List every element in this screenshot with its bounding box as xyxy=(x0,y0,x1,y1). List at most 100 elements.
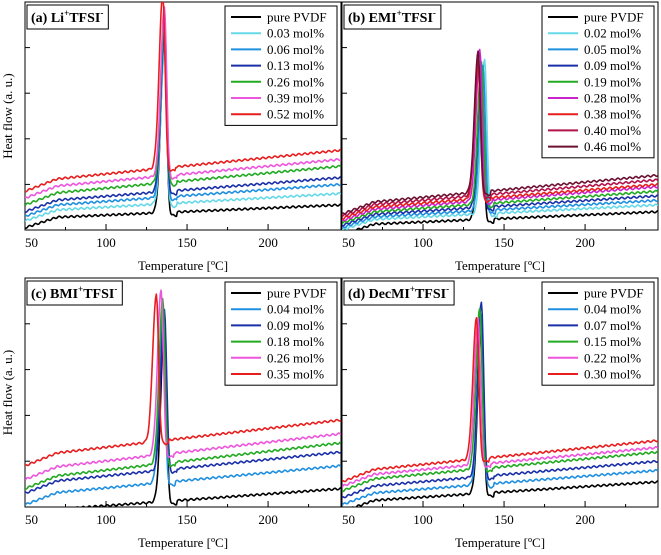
legend-label: 0.07 mol% xyxy=(584,318,641,333)
x-tick-label: 50 xyxy=(342,512,355,527)
series-line-5 xyxy=(25,6,341,199)
legend-label: 0.05 mol% xyxy=(584,42,641,57)
x-axis-label: Temperature [ºC] xyxy=(138,258,228,273)
x-tick-label: 100 xyxy=(413,235,433,250)
legend-label: 0.06 mol% xyxy=(267,42,324,57)
series-group xyxy=(342,301,658,507)
series-group xyxy=(25,2,341,229)
legend-box xyxy=(541,281,655,386)
panel-title-text: (a) Li+TFSI- xyxy=(31,8,103,26)
series-line-1 xyxy=(342,313,658,506)
panel-title: (b) EMI+TFSI- xyxy=(343,4,442,30)
series-line-2 xyxy=(342,301,658,499)
x-tick-label: 50 xyxy=(25,512,38,527)
series-line-4 xyxy=(342,61,658,225)
series-line-1 xyxy=(342,58,658,230)
plot-frame xyxy=(341,1,659,231)
legend-label: 0.13 mol% xyxy=(267,58,324,73)
legend-label: 0.22 mol% xyxy=(584,350,641,365)
panel-title-box xyxy=(26,4,109,30)
x-axis-label: Temperature [ºC] xyxy=(455,258,545,273)
legend-label: pure PVDF xyxy=(267,286,327,301)
panel-0: 50 100 150 200 Temperature [ºC] Heat flow (a.… xyxy=(0,1,342,273)
legend-label: 0.46 mol% xyxy=(584,139,641,154)
legend-box xyxy=(224,281,338,386)
series-line-0 xyxy=(351,328,658,507)
legend-label: 0.04 mol% xyxy=(584,302,641,317)
legend-label: 0.39 mol% xyxy=(267,91,324,106)
series-line-2 xyxy=(342,64,658,229)
x-tick-label: 100 xyxy=(413,512,433,527)
legend-label: 0.19 mol% xyxy=(584,74,641,89)
series-line-4 xyxy=(25,289,341,481)
series-line-6 xyxy=(342,64,658,220)
series-line-0 xyxy=(351,78,658,230)
series-line-1 xyxy=(25,51,341,223)
legend-label: 0.52 mol% xyxy=(267,107,324,122)
series-line-5 xyxy=(25,293,341,467)
panel-3: 50 100 150 200 Temperature [ºC] (d) DecMI+TFS… xyxy=(341,277,659,550)
legend-label: pure PVDF xyxy=(584,10,644,25)
panel-title-text: (c) BMI+TFSI- xyxy=(31,284,117,302)
legend-label: 0.03 mol% xyxy=(267,26,324,41)
panel-title-box xyxy=(343,280,455,306)
legend-label: pure PVDF xyxy=(584,286,644,301)
legend-label: 0.35 mol% xyxy=(267,367,324,382)
x-tick-label: 50 xyxy=(342,235,355,250)
x-tick-label: 50 xyxy=(25,235,38,250)
legend-label: 0.18 mol% xyxy=(267,334,324,349)
x-tick-label: 200 xyxy=(575,235,595,250)
legend-label: 0.09 mol% xyxy=(267,318,324,333)
series-group xyxy=(342,48,658,230)
legend-label: 0.38 mol% xyxy=(584,107,641,122)
legend-label: 0.04 mol% xyxy=(267,302,324,317)
x-tick-label: 150 xyxy=(494,235,514,250)
legend-label: pure PVDF xyxy=(267,10,327,25)
x-tick-label: 200 xyxy=(575,512,595,527)
series-line-5 xyxy=(342,317,658,483)
series-line-8 xyxy=(342,50,658,215)
x-tick-label: 200 xyxy=(258,512,278,527)
series-line-4 xyxy=(25,17,341,207)
legend-label: 0.28 mol% xyxy=(584,91,641,106)
legend-label: 0.30 mol% xyxy=(584,367,641,382)
legend-label: 0.02 mol% xyxy=(584,26,641,41)
series-line-0 xyxy=(25,48,341,229)
y-axis-label: Heat flow (a. u.) xyxy=(0,350,15,436)
series-group xyxy=(25,289,341,507)
x-axis-label: Temperature [ºC] xyxy=(455,535,545,550)
x-tick-label: 100 xyxy=(96,512,116,527)
panel-title-text: (b) EMI+TFSI- xyxy=(348,8,436,26)
series-line-3 xyxy=(25,298,341,490)
legend-label: 0.26 mol% xyxy=(267,74,324,89)
series-line-4 xyxy=(342,317,658,488)
panel-title: (c) BMI+TFSI- xyxy=(26,280,123,306)
x-tick-label: 100 xyxy=(96,235,116,250)
panel-title-text: (d) DecMI+TFSI- xyxy=(348,284,449,302)
panel-1: 50 100 150 200 Temperature [ºC] (b) EMI+TFSI-… xyxy=(341,1,659,273)
series-line-3 xyxy=(342,70,658,227)
plot-frame xyxy=(24,277,342,508)
legend-label: 0.15 mol% xyxy=(584,334,641,349)
plot-frame xyxy=(341,277,659,508)
series-line-1 xyxy=(25,313,341,506)
series-line-6 xyxy=(25,2,341,193)
x-axis-label: Temperature [ºC] xyxy=(138,535,228,550)
x-tick-label: 200 xyxy=(258,235,278,250)
series-line-7 xyxy=(342,58,658,218)
series-line-3 xyxy=(25,31,341,214)
y-axis-label: Heat flow (a. u.) xyxy=(0,73,15,159)
legend-label: 0.09 mol% xyxy=(584,58,641,73)
panel-title-box xyxy=(343,4,442,30)
legend-label: 0.26 mol% xyxy=(267,350,324,365)
x-tick-label: 150 xyxy=(494,512,514,527)
series-line-2 xyxy=(25,41,341,217)
panel-title: (d) DecMI+TFSI- xyxy=(343,280,455,306)
series-line-0 xyxy=(65,327,341,507)
series-line-2 xyxy=(25,308,341,494)
plot-frame xyxy=(24,1,342,231)
